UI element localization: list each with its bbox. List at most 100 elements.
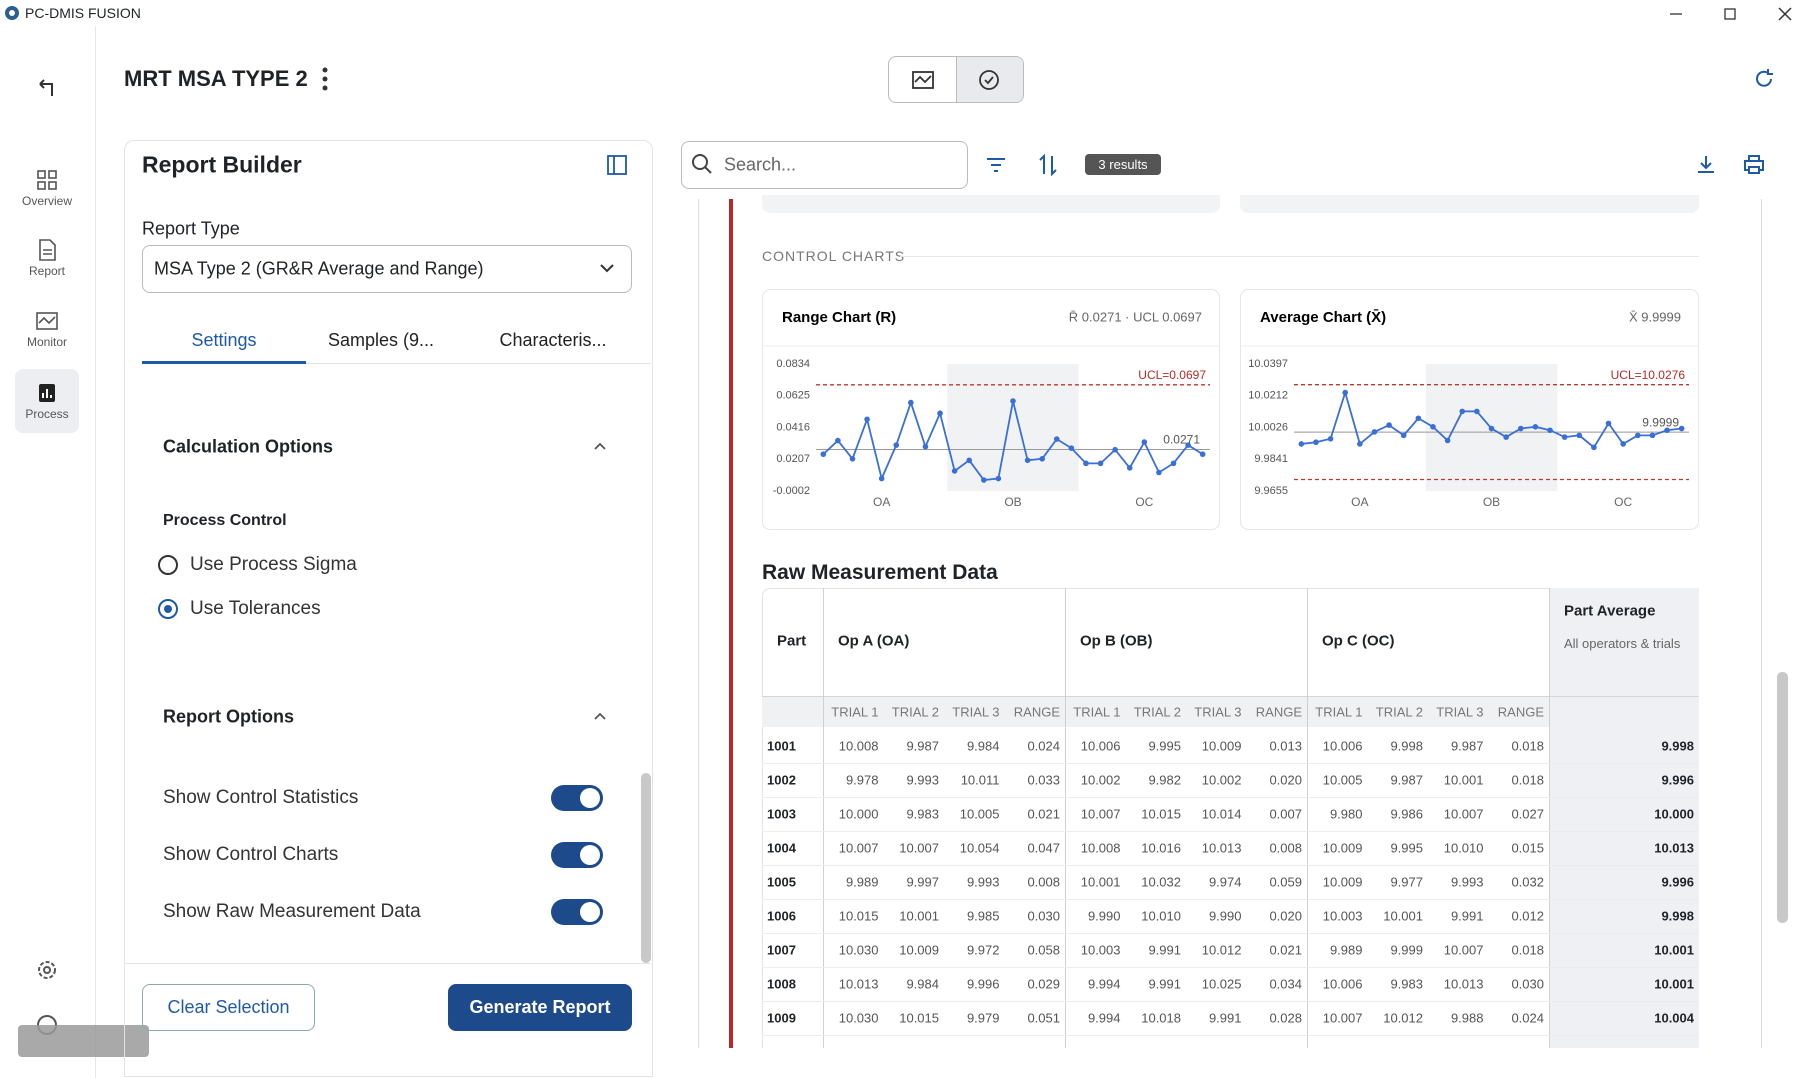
radio[interactable] [158, 599, 178, 619]
value-cell: 10.006 [1322, 738, 1363, 754]
download-icon[interactable] [1695, 153, 1717, 175]
nav-label[interactable]: Report [28, 264, 66, 278]
data-point [981, 477, 987, 483]
toggle-label[interactable]: Show Raw Measurement Data [163, 901, 421, 922]
subheader-cell: TRIAL 1 [831, 704, 879, 720]
data-point [864, 416, 870, 423]
value-cell: 9.990 [1208, 908, 1242, 924]
y-tick-label: -0.0002 [773, 485, 810, 497]
data-point [1459, 408, 1466, 415]
data-point [1371, 429, 1378, 435]
center-label: 9.9999 [1642, 415, 1679, 429]
value-cell: 9.986 [1390, 806, 1423, 822]
collapse-panel[interactable] [606, 154, 628, 176]
settings-icon[interactable] [35, 958, 59, 982]
group-title: Process Control [163, 512, 287, 529]
nav-label[interactable]: Monitor [26, 335, 67, 349]
nav-icon[interactable] [35, 381, 59, 405]
toggle-label[interactable]: Show Control Charts [163, 844, 339, 865]
value-cell: 9.993 [966, 874, 1000, 890]
chart-view-icon [912, 71, 934, 89]
value-cell: 9.994 [1087, 976, 1121, 992]
search-box[interactable] [681, 141, 968, 189]
y-tick-label: 9.9655 [1254, 485, 1288, 497]
subheader-cell: TRIAL 1 [1315, 704, 1363, 720]
data-point [937, 410, 943, 417]
value-cell: 9.972 [966, 942, 1000, 958]
chart-title: Average Chart (X̄) [1260, 308, 1386, 326]
data-point [1386, 422, 1392, 428]
data-point [1634, 432, 1641, 439]
value-cell: 9.980 [1329, 806, 1363, 822]
nav-label[interactable]: Process [25, 407, 69, 421]
subheader-cell: TRIAL 3 [952, 704, 1000, 720]
refresh-icon[interactable] [1752, 67, 1776, 91]
view-toggle[interactable] [888, 56, 1024, 103]
window-controls[interactable] [1660, 4, 1810, 24]
value-cell: 10.006 [1322, 976, 1363, 992]
subheader-cell: TRIAL 2 [1133, 704, 1181, 720]
value-cell: 0.058 [1027, 942, 1060, 958]
panel-title: Report Builder [142, 151, 302, 178]
section-caret[interactable] [592, 710, 608, 722]
back-button[interactable] [34, 76, 58, 100]
value-cell: 0.047 [1027, 840, 1060, 856]
y-tick-label: 0.0207 [776, 453, 810, 465]
nav-icon[interactable] [35, 238, 59, 262]
nav-icon[interactable] [35, 309, 59, 333]
toggle-label[interactable]: Show Control Statistics [163, 787, 359, 808]
nav-icon[interactable] [35, 168, 59, 192]
value-cell: 9.991 [1208, 1010, 1242, 1026]
radio-label[interactable]: Use Tolerances [190, 598, 321, 619]
report-type-select[interactable] [142, 245, 632, 293]
print-icon[interactable] [1742, 153, 1766, 175]
header-cell: Op C (OC) [1322, 632, 1395, 650]
more-menu[interactable] [318, 66, 332, 94]
tab[interactable]: Settings [191, 330, 257, 350]
radio-label[interactable]: Use Process Sigma [190, 554, 357, 575]
app-title: PC-DMIS FUSION [25, 5, 141, 21]
generate-button[interactable]: Generate Report [448, 984, 632, 1031]
header-cell: Part Average [1564, 602, 1656, 620]
tab[interactable]: Characteris... [499, 330, 607, 350]
value-cell: 10.009 [1322, 874, 1363, 890]
value-cell: 10.016 [1141, 840, 1181, 856]
chart-summary: X̄ 9.9999 [1629, 309, 1681, 324]
data-point [1010, 398, 1016, 404]
value-cell: 9.993 [906, 772, 939, 788]
section-caret[interactable] [592, 440, 608, 452]
data-point [1298, 441, 1305, 447]
toggle[interactable] [551, 842, 603, 868]
group-label: OA [873, 495, 890, 509]
scrollbar[interactable] [1777, 672, 1788, 923]
subheader-cell: TRIAL 3 [1436, 704, 1484, 720]
toggle[interactable] [551, 785, 603, 811]
toggle[interactable] [551, 899, 603, 925]
data-point [1503, 434, 1509, 440]
subheader-cell: TRIAL 2 [1375, 704, 1423, 720]
data-point [1112, 446, 1118, 453]
data-point [922, 443, 929, 450]
subheader-cell: TRIAL 2 [891, 704, 939, 720]
report-type-value[interactable]: MSA Type 2 (GR&R Average and Range) [154, 258, 484, 279]
clear-button[interactable]: Clear Selection [142, 984, 315, 1031]
radio[interactable] [158, 555, 178, 575]
tab[interactable]: Samples (9... [327, 330, 435, 350]
data-point [1664, 427, 1670, 434]
search-placeholder[interactable]: Search... [724, 154, 797, 175]
value-cell: 0.024 [1027, 738, 1060, 754]
nav-label[interactable]: Overview [21, 194, 72, 208]
report-border [698, 199, 699, 1048]
floating-toolbar[interactable] [18, 1025, 149, 1057]
sort-icon[interactable] [1036, 152, 1060, 178]
filter-icon[interactable] [984, 154, 1008, 176]
nav-divider [95, 26, 96, 1078]
value-cell: 10.009 [899, 942, 939, 958]
value-cell: 9.979 [966, 1010, 1000, 1026]
scrollbar[interactable] [641, 773, 651, 963]
value-cell: 10.012 [1201, 942, 1242, 958]
value-cell: 10.010 [1141, 908, 1181, 924]
data-point [1068, 445, 1075, 451]
value-cell: 10.003 [1080, 942, 1121, 958]
view-toggle-active[interactable] [956, 57, 1023, 102]
